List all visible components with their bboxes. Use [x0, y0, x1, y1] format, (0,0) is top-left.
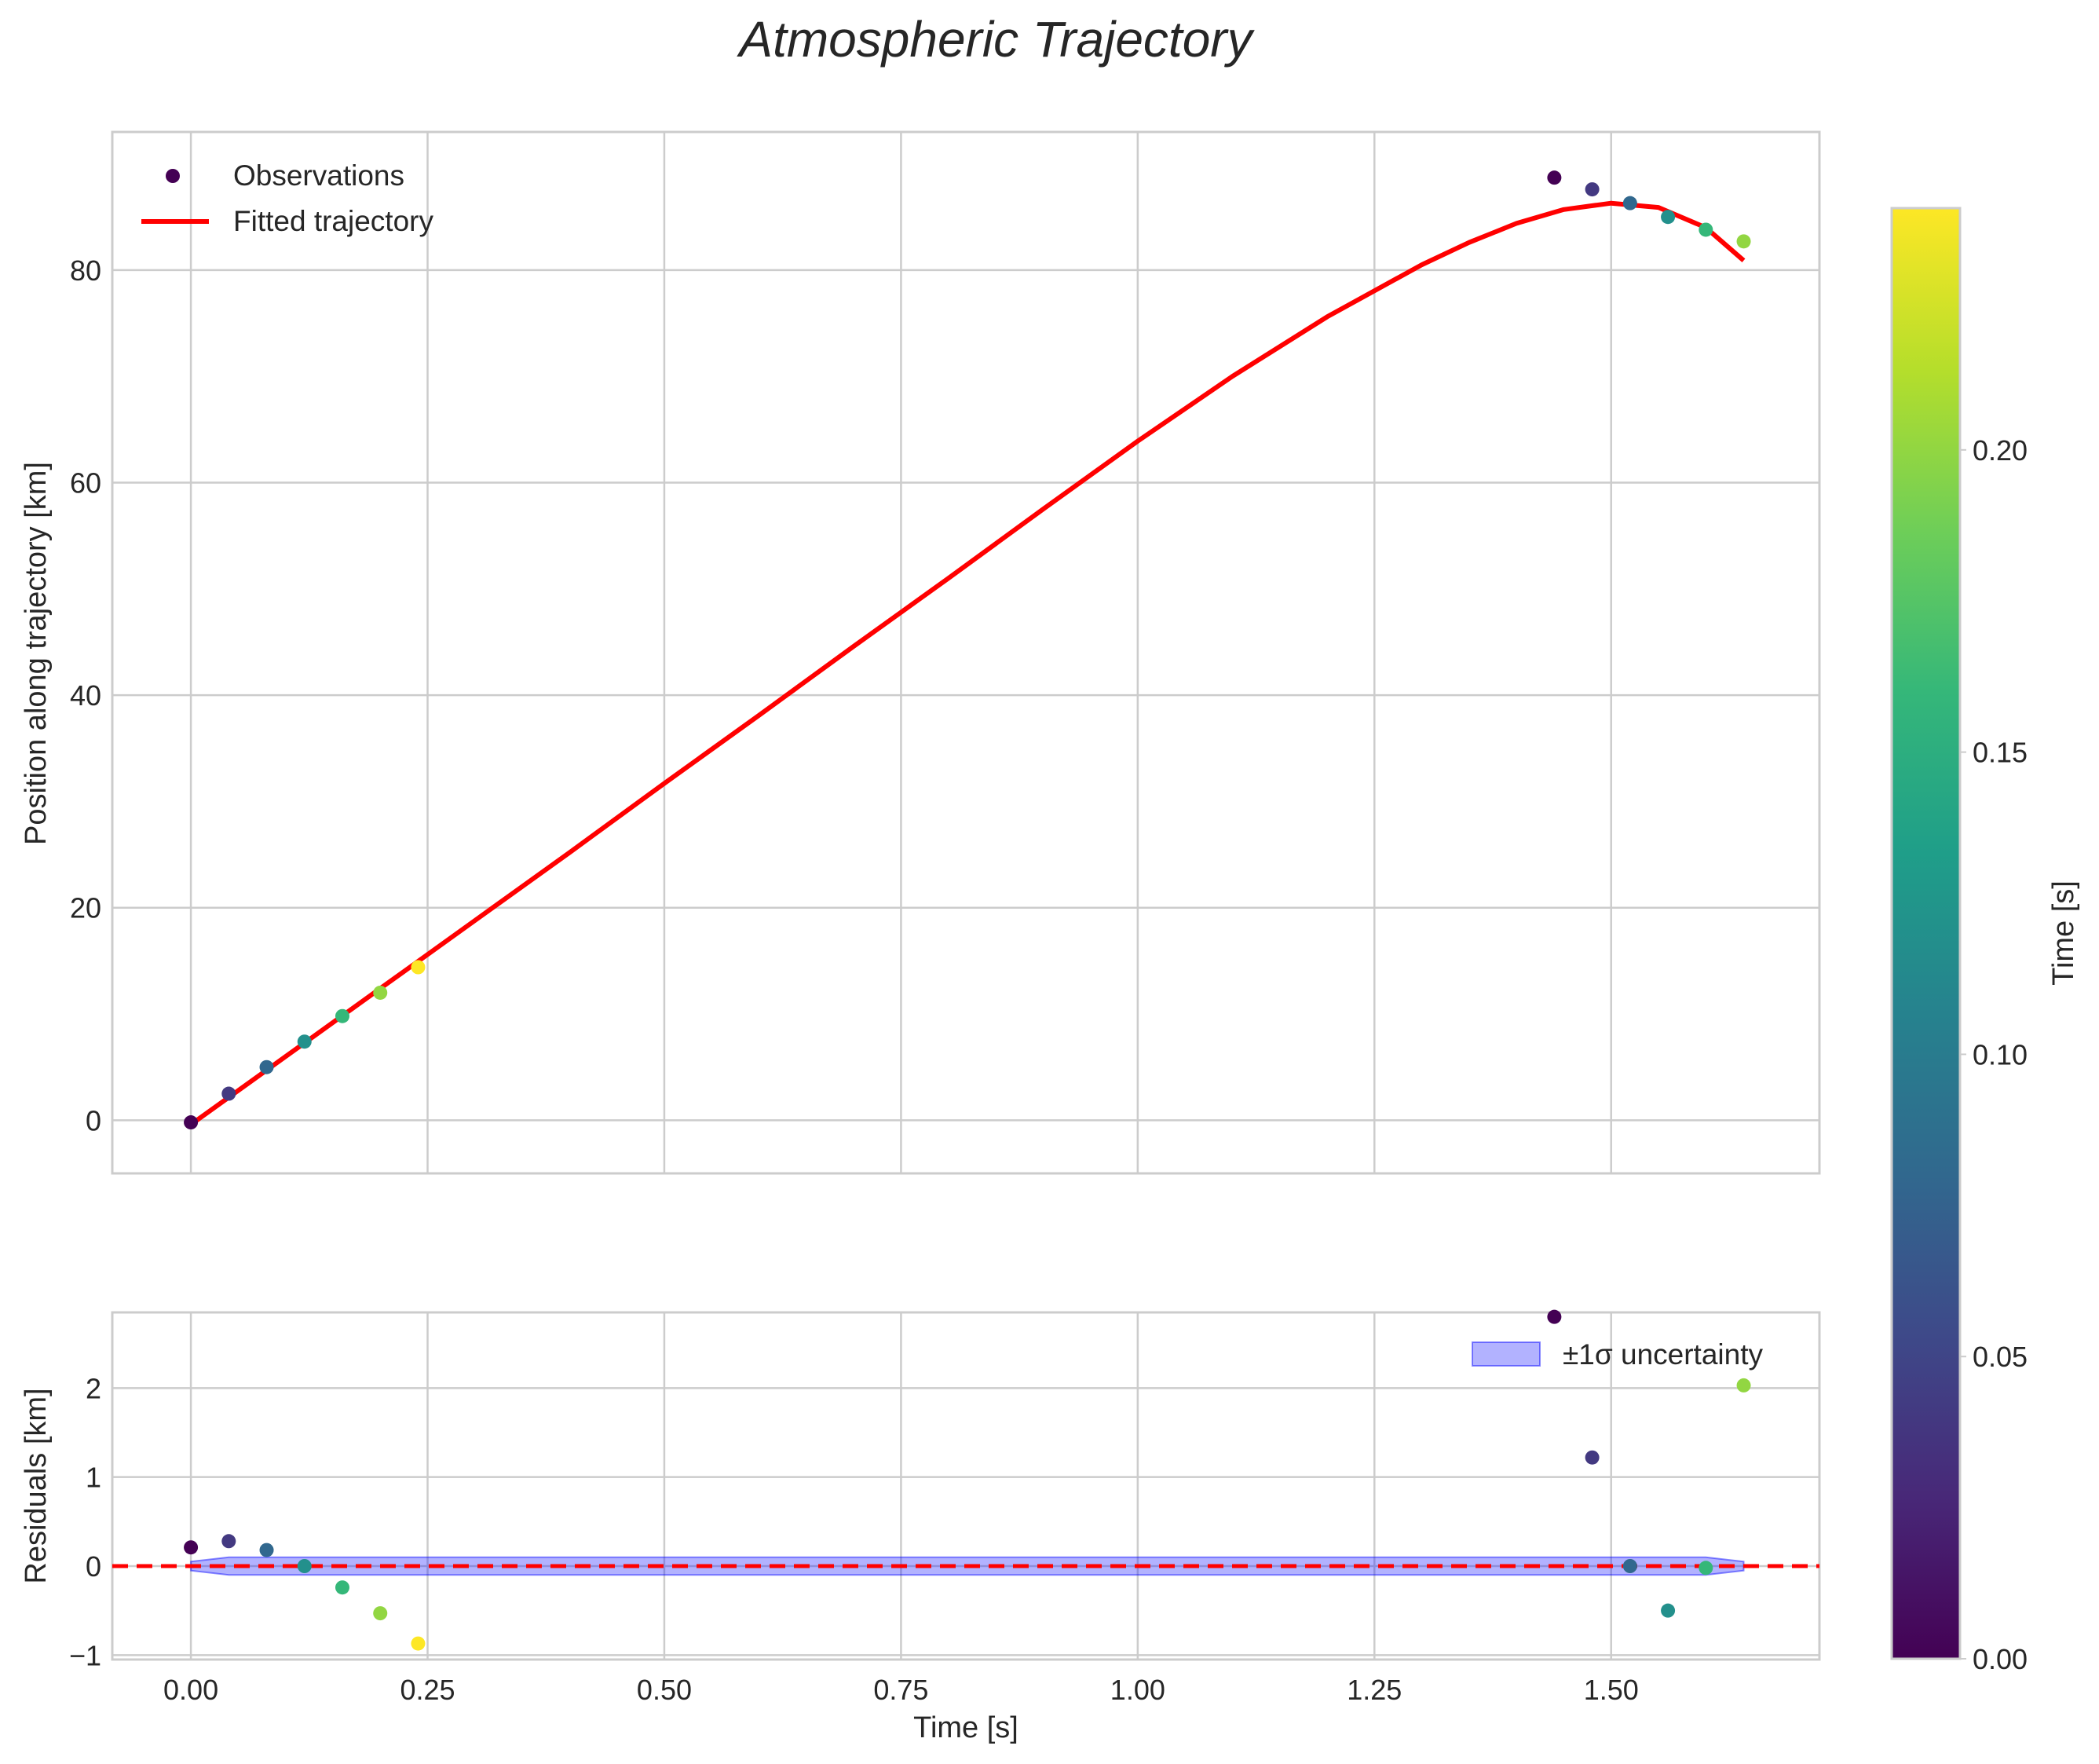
residuals-y-tick-label: 0	[86, 1550, 101, 1583]
legend-marker-observations	[166, 169, 180, 183]
colorbar-label: Time [s]	[2047, 880, 2080, 986]
observation-point	[1736, 234, 1751, 249]
chart-title: Atmospheric Trajectory	[736, 11, 1255, 68]
position-panel-frame	[111, 130, 1821, 1175]
position-y-axis-label: Position along trajectory [km]	[20, 462, 53, 845]
position-legend: Observations Fitted trajectory	[141, 159, 433, 237]
position-series	[184, 170, 1751, 1130]
observation-point	[411, 960, 426, 975]
observation-point	[335, 1008, 350, 1023]
x-tick-label: 0.50	[637, 1674, 692, 1706]
colorbar: 0.00 0.05 0.10 0.15 0.20 Time [s]	[1890, 207, 2080, 1675]
colorbar-tick-label: 0.10	[1973, 1038, 2028, 1070]
legend-label-uncertainty: ±1σ uncertainty	[1563, 1338, 1763, 1371]
residuals-panel-frame	[111, 1311, 1821, 1661]
observation-point	[297, 1034, 312, 1049]
observation-point	[221, 1086, 236, 1101]
residuals-series	[184, 1309, 1751, 1651]
residual-point	[184, 1540, 199, 1555]
position-y-tick-label: 60	[70, 467, 101, 500]
residuals-legend: ±1σ uncertainty	[1472, 1338, 1763, 1371]
observation-point	[1547, 170, 1562, 185]
residuals-y-tick-label: −1	[69, 1639, 101, 1671]
x-tick-label: 0.00	[163, 1674, 218, 1706]
residuals-y-axis-label: Residuals [km]	[20, 1388, 53, 1583]
residual-point	[1736, 1378, 1751, 1393]
legend-label-fitted-trajectory: Fitted trajectory	[233, 205, 433, 237]
x-tick-label: 1.50	[1584, 1674, 1639, 1706]
residual-point	[1547, 1309, 1562, 1324]
observation-point	[373, 985, 388, 1000]
x-tick-label: 0.75	[873, 1674, 928, 1706]
position-y-tick-label: 20	[70, 892, 101, 924]
colorbar-tick-label: 0.15	[1973, 737, 2028, 769]
position-grid	[112, 132, 1819, 1173]
observation-point	[1622, 196, 1637, 210]
residual-point	[373, 1606, 388, 1621]
colorbar-ticks: 0.00 0.05 0.10 0.15 0.20	[1960, 434, 2028, 1675]
position-panel: 0 20 40 60 80 Position along trajectory [km]…	[20, 130, 1821, 1175]
x-tick-label: 1.25	[1347, 1674, 1402, 1706]
residual-point	[1622, 1559, 1637, 1573]
residual-point	[259, 1543, 274, 1557]
position-y-tick-label: 80	[70, 254, 101, 287]
colorbar-gradient	[1890, 207, 1962, 1660]
residuals-y-ticks: −1 0 1 2	[69, 1372, 101, 1671]
observation-point	[184, 1115, 199, 1130]
colorbar-tick-label: 0.05	[1973, 1341, 2028, 1373]
residual-point	[221, 1534, 236, 1549]
residual-point	[335, 1580, 350, 1595]
legend-marker-uncertainty	[1472, 1341, 1541, 1367]
x-tick-label: 1.00	[1110, 1674, 1165, 1706]
residual-point	[297, 1559, 312, 1573]
colorbar-tick-label: 0.00	[1973, 1643, 2028, 1675]
position-y-tick-label: 40	[70, 679, 101, 712]
x-axis-label: Time [s]	[913, 1711, 1018, 1744]
observation-point	[1661, 210, 1676, 225]
residual-point	[1699, 1561, 1713, 1576]
position-y-tick-label: 0	[86, 1104, 101, 1136]
x-tick-label: 0.25	[400, 1674, 455, 1706]
fitted-trajectory-line	[189, 200, 1746, 1127]
observation-point	[259, 1059, 274, 1074]
residual-point	[411, 1636, 426, 1651]
residual-point	[1585, 1450, 1600, 1465]
residual-point	[1661, 1603, 1676, 1618]
residuals-y-tick-label: 1	[86, 1462, 101, 1494]
observation-point	[1585, 182, 1600, 197]
legend-label-observations: Observations	[233, 159, 404, 192]
residuals-panel: −1 0 1 2 0.00 0.25 0.50 0.75 1.00 1.25 1.50 Resid…	[20, 1309, 1821, 1744]
colorbar-tick-label: 0.20	[1973, 434, 2028, 467]
residuals-y-tick-label: 2	[86, 1372, 101, 1404]
observation-point	[1699, 222, 1713, 237]
residuals-x-ticks: 0.00 0.25 0.50 0.75 1.00 1.25 1.50	[163, 1674, 1639, 1706]
position-y-ticks: 0 20 40 60 80	[70, 254, 101, 1136]
